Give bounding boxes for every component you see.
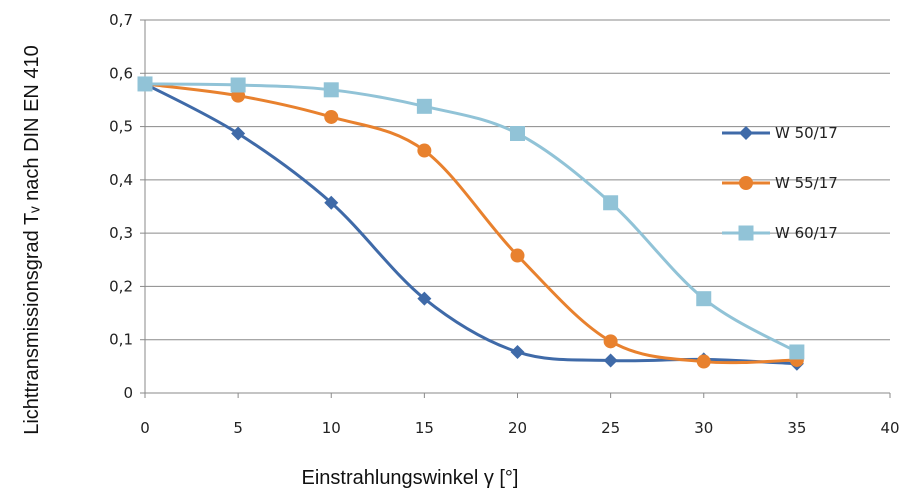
legend-label: W 55/17 — [775, 174, 838, 192]
x-tick-label: 30 — [694, 419, 713, 437]
legend-item-w-60-17: W 60/17 — [722, 224, 838, 242]
data-point-circle — [324, 109, 339, 124]
data-point-square — [230, 77, 246, 93]
data-point-circle — [603, 334, 618, 349]
x-tick-label: 10 — [322, 419, 341, 437]
x-axis-title: Einstrahlungswinkel γ [°] — [302, 467, 519, 489]
legend-item-w-50-17: W 50/17 — [722, 124, 838, 142]
legend-item-w-55-17: W 55/17 — [722, 174, 838, 192]
legend-marker-diamond — [739, 126, 753, 140]
data-point-diamond — [417, 291, 432, 306]
series-line — [144, 82, 797, 366]
legend-label: W 60/17 — [775, 224, 838, 242]
y-tick-label: 0,6 — [109, 64, 133, 82]
x-tick-label: 15 — [415, 419, 434, 437]
data-point-square — [696, 291, 712, 307]
series-line — [144, 82, 797, 365]
x-tick-label: 0 — [140, 419, 150, 437]
series-w-60-17 — [137, 76, 805, 360]
legend-marker-square — [738, 225, 754, 241]
x-tick-label: 20 — [508, 419, 527, 437]
y-tick-label: 0,1 — [109, 331, 133, 349]
y-tick-label: 0,3 — [109, 224, 133, 242]
legend-marker-circle — [739, 176, 753, 190]
x-tick-label: 35 — [787, 419, 806, 437]
series-w-55-17 — [138, 76, 804, 369]
data-point-diamond — [231, 126, 246, 141]
data-point-diamond — [603, 353, 618, 368]
series-line — [144, 82, 798, 354]
y-axis-title: Lichttransmissionsgrad Tᵥ nach DIN EN 41… — [21, 45, 43, 435]
series-lines — [137, 76, 805, 371]
y-tick-label: 0,2 — [109, 277, 133, 295]
legend: W 50/17 W 55/17 W 60/17 — [722, 124, 838, 242]
series-w-50-17 — [138, 76, 804, 371]
y-tick-label: 0,4 — [109, 171, 133, 189]
data-point-square — [510, 125, 525, 141]
data-point-square — [789, 344, 805, 360]
x-tick-label: 40 — [880, 419, 899, 437]
data-point-square — [323, 82, 339, 98]
data-point-circle — [510, 248, 525, 263]
data-point-circle — [696, 354, 711, 369]
data-point-square — [603, 195, 619, 211]
data-point-diamond — [510, 344, 525, 359]
x-tick-label: 25 — [601, 419, 620, 437]
y-tick-label: 0 — [123, 384, 133, 402]
y-tick-label: 0,7 — [109, 11, 133, 29]
y-tick-label: 0,5 — [109, 118, 133, 136]
x-tick-label: 5 — [233, 419, 243, 437]
data-point-circle — [417, 143, 432, 158]
data-point-diamond — [324, 195, 339, 210]
data-point-square — [416, 98, 432, 114]
legend-label: W 50/17 — [775, 124, 838, 142]
axes: 0 0,1 0,2 0,3 0,4 0,5 0,6 0,7 0 5 10 15 20 25 30 35 40 — [109, 11, 899, 437]
data-point-square — [137, 76, 153, 92]
